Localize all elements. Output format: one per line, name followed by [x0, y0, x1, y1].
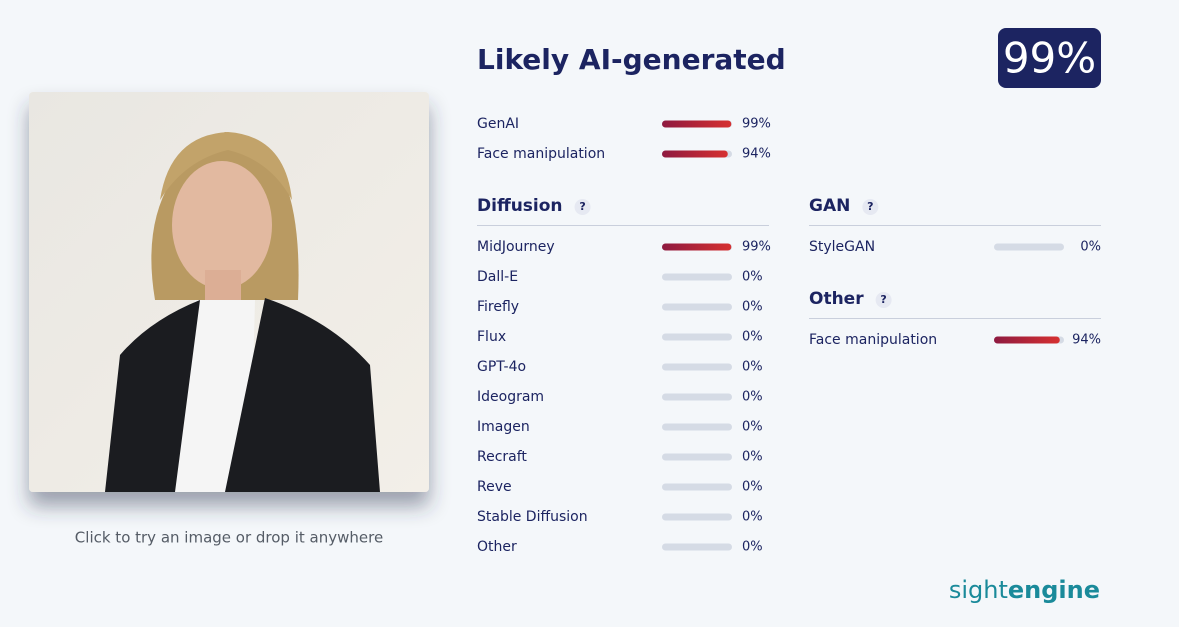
row-label: GPT-4o: [477, 359, 526, 375]
bar-track: [662, 423, 732, 431]
bar-track: [662, 333, 732, 341]
row-label: Flux: [477, 329, 506, 345]
row-label: StyleGAN: [809, 239, 875, 255]
row-label: Imagen: [477, 419, 530, 435]
bar-track: [662, 453, 732, 461]
bar-track: [662, 303, 732, 311]
row-label: GenAI: [477, 116, 519, 132]
logo: sightengine: [949, 576, 1100, 604]
row-value: 94%: [1072, 333, 1101, 348]
help-icon: ?: [867, 200, 873, 213]
row-label: Ideogram: [477, 389, 544, 405]
score: 99%: [1003, 34, 1096, 83]
bar-track: [662, 363, 732, 371]
score-badge: [998, 28, 1101, 88]
result-title: Likely AI-generated: [477, 43, 786, 76]
row-label: Other: [477, 539, 517, 555]
row-value: 0%: [742, 360, 763, 375]
row-value: 0%: [742, 330, 763, 345]
row-label: Stable Diffusion: [477, 509, 588, 525]
bar: [662, 120, 732, 128]
row-value: 0%: [742, 480, 763, 495]
section-title: Diffusion: [477, 196, 563, 216]
help-icon: ?: [579, 200, 585, 213]
row-value: 99%: [742, 240, 771, 255]
row-label: Reve: [477, 479, 512, 495]
bar-track: [662, 273, 732, 281]
bar: [994, 336, 1060, 344]
row-value: 0%: [742, 510, 763, 525]
bar-track: [662, 543, 732, 551]
row-value: 0%: [742, 450, 763, 465]
bar-track: [994, 243, 1064, 251]
row-value: 0%: [742, 420, 763, 435]
row-value: 94%: [742, 147, 771, 162]
bar: [662, 243, 732, 251]
image-dropzone[interactable]: [29, 92, 429, 492]
caption: Click to try an image or drop it anywher…: [75, 529, 383, 547]
photo: [105, 132, 380, 492]
row-value: 0%: [742, 270, 763, 285]
row-label: Firefly: [477, 299, 519, 315]
row-label: Face manipulation: [477, 146, 605, 162]
help-icon-bg: [862, 199, 879, 215]
bar-track: [662, 393, 732, 401]
row-label: MidJourney: [477, 239, 555, 255]
row-label: Recraft: [477, 449, 527, 465]
section-title: Other: [809, 289, 864, 309]
logo-light: sight: [949, 576, 1008, 604]
row-value: 0%: [742, 300, 763, 315]
bar-track: [662, 483, 732, 491]
row-label: Dall-E: [477, 269, 518, 285]
bar: [662, 150, 728, 158]
row-value: 0%: [742, 390, 763, 405]
logo-bold: engine: [1008, 576, 1100, 604]
row-label: Face manipulation: [809, 332, 937, 348]
help-icon-bg: [875, 292, 892, 308]
row-value: 99%: [742, 117, 771, 132]
help-icon: ?: [880, 293, 886, 306]
section-title: GAN: [809, 196, 850, 216]
help-icon-bg: [574, 199, 591, 215]
row-value: 0%: [1080, 240, 1101, 255]
bar-track: [662, 513, 732, 521]
row-value: 0%: [742, 540, 763, 555]
